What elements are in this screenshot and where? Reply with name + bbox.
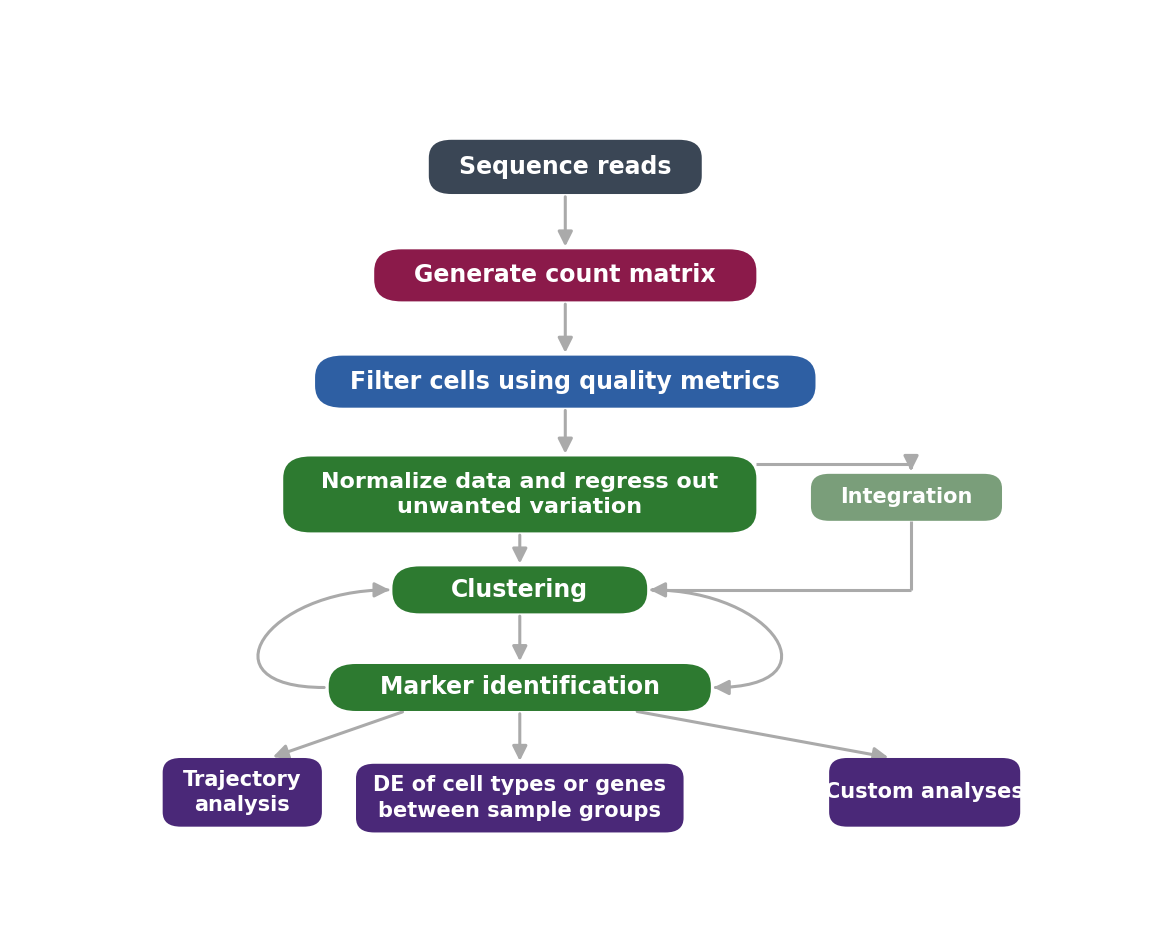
Text: Integration: Integration bbox=[841, 487, 973, 507]
FancyBboxPatch shape bbox=[163, 758, 322, 826]
Text: Trajectory
analysis: Trajectory analysis bbox=[183, 770, 302, 815]
FancyBboxPatch shape bbox=[429, 140, 702, 194]
FancyBboxPatch shape bbox=[315, 356, 816, 408]
Text: Marker identification: Marker identification bbox=[379, 675, 660, 700]
Text: DE of cell types or genes
between sample groups: DE of cell types or genes between sample… bbox=[373, 776, 667, 821]
FancyBboxPatch shape bbox=[811, 474, 1003, 521]
FancyBboxPatch shape bbox=[283, 456, 756, 532]
Text: Clustering: Clustering bbox=[451, 577, 588, 602]
Text: Generate count matrix: Generate count matrix bbox=[414, 263, 716, 287]
Text: Sequence reads: Sequence reads bbox=[459, 155, 672, 179]
FancyBboxPatch shape bbox=[356, 763, 683, 833]
Text: Filter cells using quality metrics: Filter cells using quality metrics bbox=[350, 370, 781, 393]
FancyBboxPatch shape bbox=[375, 250, 756, 301]
Text: Custom analyses: Custom analyses bbox=[825, 782, 1024, 802]
FancyBboxPatch shape bbox=[392, 566, 647, 613]
FancyBboxPatch shape bbox=[329, 664, 711, 711]
Text: Normalize data and regress out
unwanted variation: Normalize data and regress out unwanted … bbox=[322, 471, 718, 517]
FancyBboxPatch shape bbox=[829, 758, 1020, 826]
